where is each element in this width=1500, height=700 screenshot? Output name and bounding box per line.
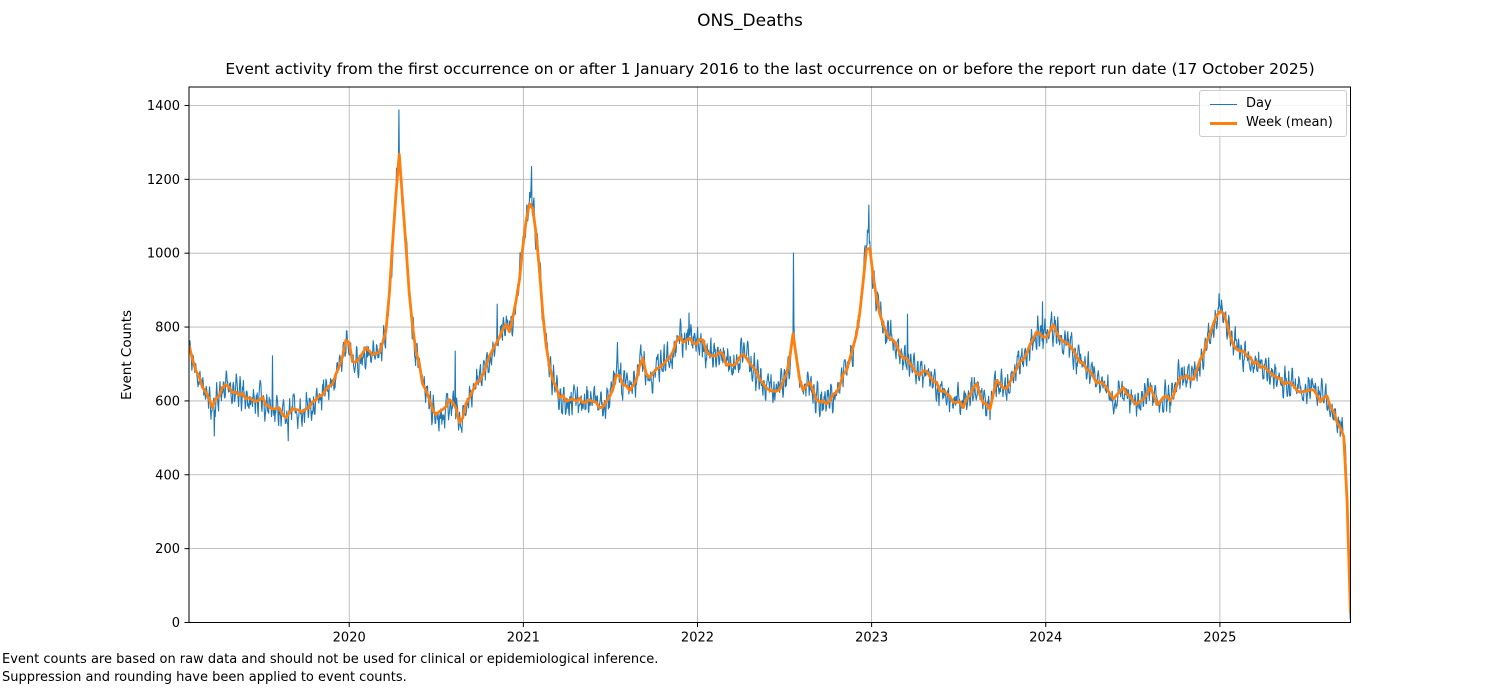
y-tick-label-1200: 1200 (147, 173, 180, 188)
legend-label-day: Day (1246, 96, 1272, 111)
legend-label-week: Week (mean) (1246, 115, 1333, 130)
y-tick-label-600: 600 (155, 394, 180, 409)
x-tick-label-2022: 2022 (681, 631, 714, 646)
footnote: Event counts are based on raw data and s… (2, 651, 658, 686)
y-tick-label-400: 400 (155, 468, 180, 483)
legend-item-day: Day (1210, 96, 1340, 112)
y-axis-label: Event Counts (119, 310, 135, 400)
axes-title: Event activity from the first occurrence… (225, 60, 1315, 78)
y-tick-label-1000: 1000 (147, 247, 180, 262)
day-line-swatch (1210, 103, 1237, 105)
y-tick-label-0: 0 (172, 616, 180, 631)
x-tick-label-2024: 2024 (1029, 631, 1062, 646)
x-tick-label-2021: 2021 (507, 631, 540, 646)
y-tick-label-200: 200 (155, 542, 180, 557)
x-tick-label-2023: 2023 (855, 631, 888, 646)
day-series-line (189, 109, 1351, 620)
x-tick-label-2025: 2025 (1203, 631, 1236, 646)
footnote-line-1: Event counts are based on raw data and s… (2, 652, 659, 667)
y-tick-label-800: 800 (155, 321, 180, 336)
figure-title: ONS_Deaths (697, 11, 803, 31)
legend-item-week: Week (mean) (1210, 115, 1340, 131)
x-tick-label-2020: 2020 (333, 631, 366, 646)
axes-spines (188, 86, 1351, 623)
footnote-line-2: Suppression and rounding have been appli… (2, 669, 407, 685)
legend: Day Week (mean) (1199, 90, 1347, 137)
week-line-swatch (1210, 121, 1237, 125)
y-tick-label-1400: 1400 (147, 99, 180, 114)
week-series-line (189, 152, 1351, 614)
